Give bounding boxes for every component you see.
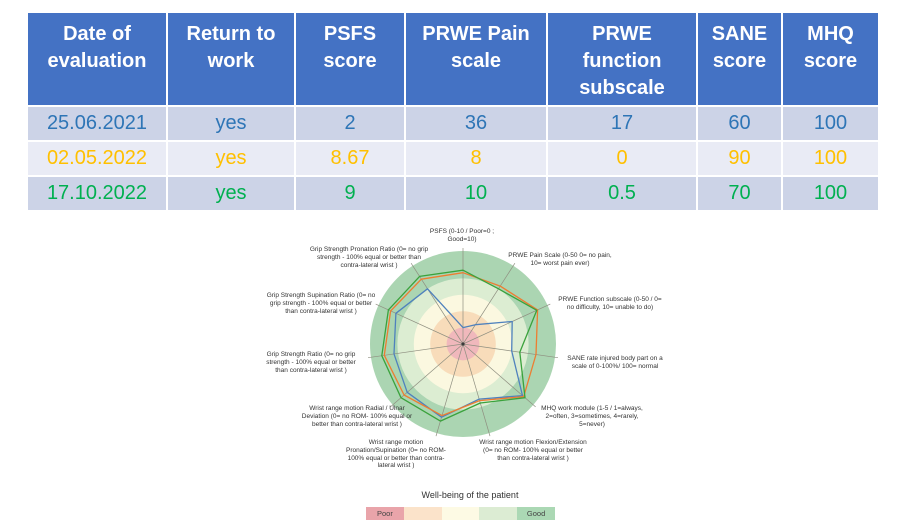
table-cell: 70 — [698, 177, 781, 210]
radar-axis-label-0: PSFS (0-10 / Poor=0 ; Good=10) — [429, 228, 495, 243]
column-header-1: Return to work — [168, 13, 294, 105]
table-header-row: Date of evaluation Return to work PSFS sco… — [28, 13, 878, 105]
table-body: 25.06.2021 yes 2 36 17 60 100 02.05.2022 yes 8.67… — [28, 107, 878, 210]
column-header-5: SANE score — [698, 13, 781, 105]
radar-axis-label-1: PRWE Pain Scale (0-50 0= no pain, 10= wo… — [508, 252, 612, 267]
radar-center-dot — [461, 342, 465, 346]
table-cell: 36 — [406, 107, 546, 140]
table-cell: 25.06.2021 — [28, 107, 166, 140]
legend-segment — [441, 507, 480, 520]
table-cell: 10 — [406, 177, 546, 210]
table-cell: 100 — [783, 142, 878, 175]
legend-segment-poor: Poor — [366, 507, 404, 520]
radar-spoke — [462, 343, 491, 437]
radar-spoke — [390, 343, 464, 408]
table-cell: 100 — [783, 177, 878, 210]
column-header-0: Date of evaluation — [28, 13, 166, 105]
radar-axis-label-10: Grip Strength Pronation Ratio (0= no gri… — [309, 246, 429, 269]
column-header-6: MHQ score — [783, 13, 878, 105]
table-cell: yes — [168, 142, 294, 175]
radar-plot — [367, 248, 559, 437]
radar-axis-label-4: MHQ work module (1-5 / 1=always, 2=often… — [541, 405, 643, 428]
wellbeing-legend-bar: Poor Good — [366, 507, 555, 520]
table-cell: 9 — [296, 177, 404, 210]
table-cell: 100 — [783, 107, 878, 140]
radar-axis-label-3: SANE rate injured body part on a scale o… — [567, 355, 663, 370]
table-header: Date of evaluation Return to work PSFS sco… — [28, 13, 878, 105]
table-cell: 8.67 — [296, 142, 404, 175]
table-cell: 17.10.2022 — [28, 177, 166, 210]
table-row-0: 25.06.2021 yes 2 36 17 60 100 — [28, 107, 878, 140]
radar-spoke — [462, 263, 516, 345]
radar-axis-label-2: PRWE Function subscale (0-50 / 0= no dif… — [558, 296, 662, 311]
radar-series-17.10.2022 — [381, 269, 538, 422]
table-cell: 90 — [698, 142, 781, 175]
table-cell: yes — [168, 107, 294, 140]
table-cell: 0 — [548, 142, 696, 175]
table-cell: 0.5 — [548, 177, 696, 210]
table-cell: 60 — [698, 107, 781, 140]
radar-series-02.05.2022 — [383, 272, 539, 417]
column-header-4: PRWE function subscale — [548, 13, 696, 105]
table-row-2: 17.10.2022 yes 9 10 0.5 70 100 — [28, 177, 878, 210]
table-cell: 2 — [296, 107, 404, 140]
evaluation-table: Date of evaluation Return to work PSFS sco… — [26, 11, 880, 212]
column-header-3: PRWE Pain scale — [406, 13, 546, 105]
radar-axis-label-6: Wrist range motion Pronation/Supination … — [346, 439, 446, 470]
legend-segment-good: Good — [517, 507, 555, 520]
radar-axis-label-8: Grip Strength Ratio (0= no grip strength… — [266, 351, 356, 374]
radar-chart: PSFS (0-10 / Poor=0 ; Good=10) PRWE Pain … — [266, 222, 670, 529]
table-row-1: 02.05.2022 yes 8.67 8 0 90 100 — [28, 142, 878, 175]
radar-spoke — [462, 303, 551, 345]
legend-segment — [479, 507, 518, 520]
radar-axis-label-5: Wrist range motion Flexion/Extension (0=… — [479, 439, 587, 462]
radar-spoke — [462, 343, 559, 359]
legend-segment — [403, 507, 442, 520]
radar-axis-label-7: Wrist range motion Radial / Ulnar Deviat… — [301, 405, 413, 428]
column-header-2: PSFS score — [296, 13, 404, 105]
table-cell: 8 — [406, 142, 546, 175]
table-cell: 02.05.2022 — [28, 142, 166, 175]
legend-title: Well-being of the patient — [421, 490, 519, 500]
table-cell: 17 — [548, 107, 696, 140]
table-cell: yes — [168, 177, 294, 210]
radar-axis-label-9: Grip Strength Supination Ratio (0= no gr… — [266, 292, 376, 315]
